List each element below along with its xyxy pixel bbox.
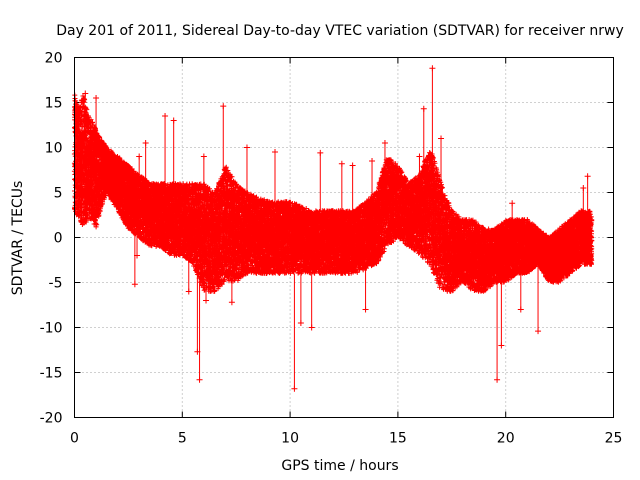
outlier-point — [362, 306, 369, 313]
plot-frame — [74, 57, 614, 418]
outlier-point — [535, 328, 542, 335]
y-tick-label: -10 — [40, 321, 63, 337]
tick-labels: 0 5 10 15 20 25 -20 -15 -10 -5 0 5 10 15 20 — [40, 51, 623, 447]
outlier-point — [517, 306, 524, 313]
x-axis-label: GPS time / hours — [281, 458, 398, 474]
y-tick-label: 10 — [45, 141, 63, 157]
outlier-point — [170, 117, 177, 124]
outlier-point — [134, 252, 141, 259]
outlier-point — [369, 158, 376, 164]
outlier-point — [200, 153, 207, 160]
outlier-point — [438, 135, 445, 142]
x-tick-label: 5 — [178, 431, 187, 447]
outlier-point — [416, 153, 423, 160]
outlier-point — [580, 185, 587, 191]
outlier-point — [509, 200, 516, 207]
outlier-point — [243, 144, 250, 151]
outlier-point — [498, 342, 505, 349]
y-tick-label: 0 — [54, 231, 63, 247]
outlier-point — [142, 140, 149, 146]
outlier-point — [291, 385, 298, 392]
x-tick-label: 0 — [70, 431, 79, 447]
outlier-point — [136, 153, 143, 160]
outlier-point — [203, 297, 210, 304]
outlier-point — [584, 173, 591, 180]
data-points — [71, 65, 595, 392]
outlier-point — [494, 376, 501, 383]
outlier-point — [185, 288, 192, 295]
outlier-point — [228, 299, 235, 306]
outlier-point — [308, 324, 315, 331]
outlier-point — [272, 149, 279, 155]
y-tick-label: 15 — [45, 96, 63, 112]
x-tick-label: 15 — [389, 431, 407, 447]
outlier-point — [338, 160, 345, 167]
outlier-point — [196, 376, 203, 383]
x-tick-label: 20 — [497, 431, 515, 447]
chart-title: Day 201 of 2011, Sidereal Day-to-day VTE… — [56, 23, 624, 39]
y-tick-label: -20 — [40, 411, 63, 427]
outlier-point — [381, 140, 388, 146]
x-tick-label: 25 — [605, 431, 623, 447]
y-tick-label: -5 — [49, 276, 63, 292]
y-tick-label: 5 — [54, 186, 63, 202]
y-tick-label: 20 — [45, 51, 63, 67]
y-tick-label: -15 — [40, 366, 63, 382]
outlier-point — [420, 105, 427, 112]
x-tick-label: 10 — [281, 431, 299, 447]
outlier-point — [131, 281, 138, 288]
outlier-point — [297, 320, 304, 326]
outlier-point — [429, 65, 436, 72]
outlier-point — [220, 103, 227, 110]
outlier-point — [82, 90, 89, 97]
outlier-point — [93, 95, 100, 101]
outlier-point — [317, 149, 324, 156]
outlier-point — [162, 113, 169, 119]
y-axis-label: SDTVAR / TECUs — [10, 181, 26, 296]
outlier-point — [349, 162, 356, 169]
